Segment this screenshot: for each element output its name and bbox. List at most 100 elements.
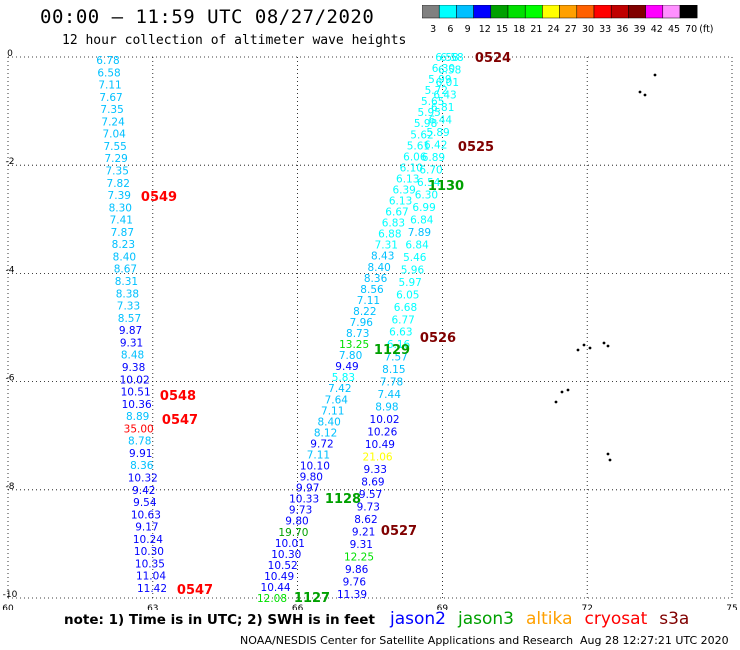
left-track-value: 8.36 xyxy=(130,460,154,472)
pass-time-label: 0525 xyxy=(458,140,494,155)
left-track-value: 8.38 xyxy=(116,288,139,300)
left-track-value: 9.38 xyxy=(122,362,145,374)
left-track-value: 7.41 xyxy=(110,215,133,227)
left-track-value: 9.17 xyxy=(135,522,158,534)
island-mark xyxy=(606,452,610,456)
track-b-value: 5.99 xyxy=(428,74,451,86)
pass-time-label: 1129 xyxy=(374,343,410,358)
island-mark xyxy=(576,348,580,352)
track-b-value: 8.40 xyxy=(317,416,340,428)
track-a-value: 7.89 xyxy=(408,227,431,239)
track-b-value: 7.80 xyxy=(339,350,362,362)
pass-time-label: 0549 xyxy=(141,190,177,205)
island-mark xyxy=(606,344,610,348)
track-b-value: 9.72 xyxy=(310,438,333,450)
track-a-value: 12.25 xyxy=(344,552,374,564)
colorbar-label: 27 xyxy=(565,24,577,35)
track-a-value: 7.57 xyxy=(384,352,407,364)
pass-time-label: 0547 xyxy=(177,583,213,598)
left-track-value: 9.42 xyxy=(132,485,155,497)
left-track-value: 6.78 xyxy=(96,55,119,67)
track-a-value: 5.46 xyxy=(403,252,427,264)
lat-tick-label: 0 xyxy=(7,49,13,59)
left-track-value: 7.11 xyxy=(98,80,121,92)
island-mark xyxy=(560,390,564,394)
left-track-value: 8.31 xyxy=(115,276,138,288)
colorbar-label: 15 xyxy=(496,24,508,35)
track-b-value: 13.25 xyxy=(339,339,369,351)
track-a-value: 5.97 xyxy=(398,277,421,289)
track-b-value: 9.80 xyxy=(285,516,308,528)
colorbar-label: 33 xyxy=(599,24,611,35)
legend-item-cryosat: cryosat xyxy=(584,609,648,629)
track-b-value: 5.83 xyxy=(332,372,355,384)
track-a-value: 6.30 xyxy=(415,189,438,201)
track-b-value: 8.40 xyxy=(367,262,390,274)
track-b-value: 6.10 xyxy=(400,162,423,174)
track-a-value: 8.69 xyxy=(361,477,384,489)
left-track-value: 10.30 xyxy=(134,546,164,558)
chart-title: 00:00 – 11:59 UTC 08/27/2020 xyxy=(40,6,375,28)
left-track-value: 8.30 xyxy=(109,202,132,214)
colorbar-label: 18 xyxy=(513,24,525,35)
left-track-value: 10.51 xyxy=(121,387,151,399)
track-a-value: 6.43 xyxy=(433,89,456,101)
left-track-value: 10.35 xyxy=(135,558,165,570)
left-track-value: 35.00 xyxy=(124,423,154,435)
track-a-value: 6.54 xyxy=(417,177,441,189)
track-b-value: 5.95 xyxy=(417,107,440,119)
left-track-value: 7.35 xyxy=(100,104,123,116)
track-b-value: 19.70 xyxy=(278,527,308,539)
track-b-value: 9.73 xyxy=(289,505,312,517)
pass-time-label: 1128 xyxy=(325,492,361,507)
track-b-value: 12.08 xyxy=(257,593,287,605)
track-a-value: 8.62 xyxy=(354,514,377,526)
track-b-value: 6.13 xyxy=(389,196,412,208)
left-track-value: 9.87 xyxy=(119,325,142,337)
track-b-value: 9.80 xyxy=(300,472,323,484)
track-a-value: 10.26 xyxy=(367,427,397,439)
left-track-value: 7.24 xyxy=(101,116,125,128)
left-track-value: 8.48 xyxy=(121,350,144,362)
track-a-value: 9.73 xyxy=(357,502,380,514)
track-b-value: 7.64 xyxy=(325,394,349,406)
track-a-value: 6.84 xyxy=(410,214,434,226)
track-a-value: 6.58 xyxy=(438,64,461,76)
track-a-value: 9.57 xyxy=(359,489,382,501)
track-b-value: 6.83 xyxy=(382,218,405,230)
left-track-value: 8.57 xyxy=(118,313,141,325)
lon-tick-label: 75 xyxy=(726,604,737,610)
track-a-value: 6.81 xyxy=(431,102,454,114)
left-track-value: 6.58 xyxy=(97,67,120,79)
left-track-value: 7.29 xyxy=(104,153,127,165)
island-mark xyxy=(653,73,657,77)
track-b-value: 6.30 xyxy=(432,63,455,75)
legend-item-jason3: jason3 xyxy=(458,609,514,629)
track-a-value: 5.96 xyxy=(401,264,425,276)
colorbar-label: 12 xyxy=(479,24,491,35)
track-b-value: 10.52 xyxy=(268,560,298,572)
track-b-value: 7.11 xyxy=(321,405,344,417)
colorbar-label: 42 xyxy=(651,24,663,35)
colorbar-label: 9 xyxy=(465,24,471,35)
track-b-value: 5.65 xyxy=(421,96,444,108)
lon-tick-label: 72 xyxy=(581,604,592,610)
left-track-value: 9.31 xyxy=(120,337,143,349)
island-mark xyxy=(566,388,570,392)
track-a-value: 21.06 xyxy=(363,452,393,464)
left-track-value: 10.02 xyxy=(120,374,150,386)
track-b-value: 8.56 xyxy=(360,284,384,296)
left-track-value: 8.78 xyxy=(128,436,151,448)
colorbar-label: 39 xyxy=(634,24,646,35)
note-text: note: 1) Time is in UTC; 2) SWH is in fe… xyxy=(64,612,375,628)
left-track-value: 10.32 xyxy=(128,472,158,484)
lon-tick-label: 63 xyxy=(147,604,158,610)
colorbar-label: 6 xyxy=(447,24,453,35)
pass-time-label: 0527 xyxy=(381,524,417,539)
island-mark xyxy=(554,400,558,404)
track-a-value: 6.84 xyxy=(405,239,429,251)
track-b-value: 10.01 xyxy=(275,538,305,550)
colorbar-swatch xyxy=(679,5,698,19)
pass-time-label: 0547 xyxy=(162,413,198,428)
track-a-value: 6.16 xyxy=(387,339,411,351)
